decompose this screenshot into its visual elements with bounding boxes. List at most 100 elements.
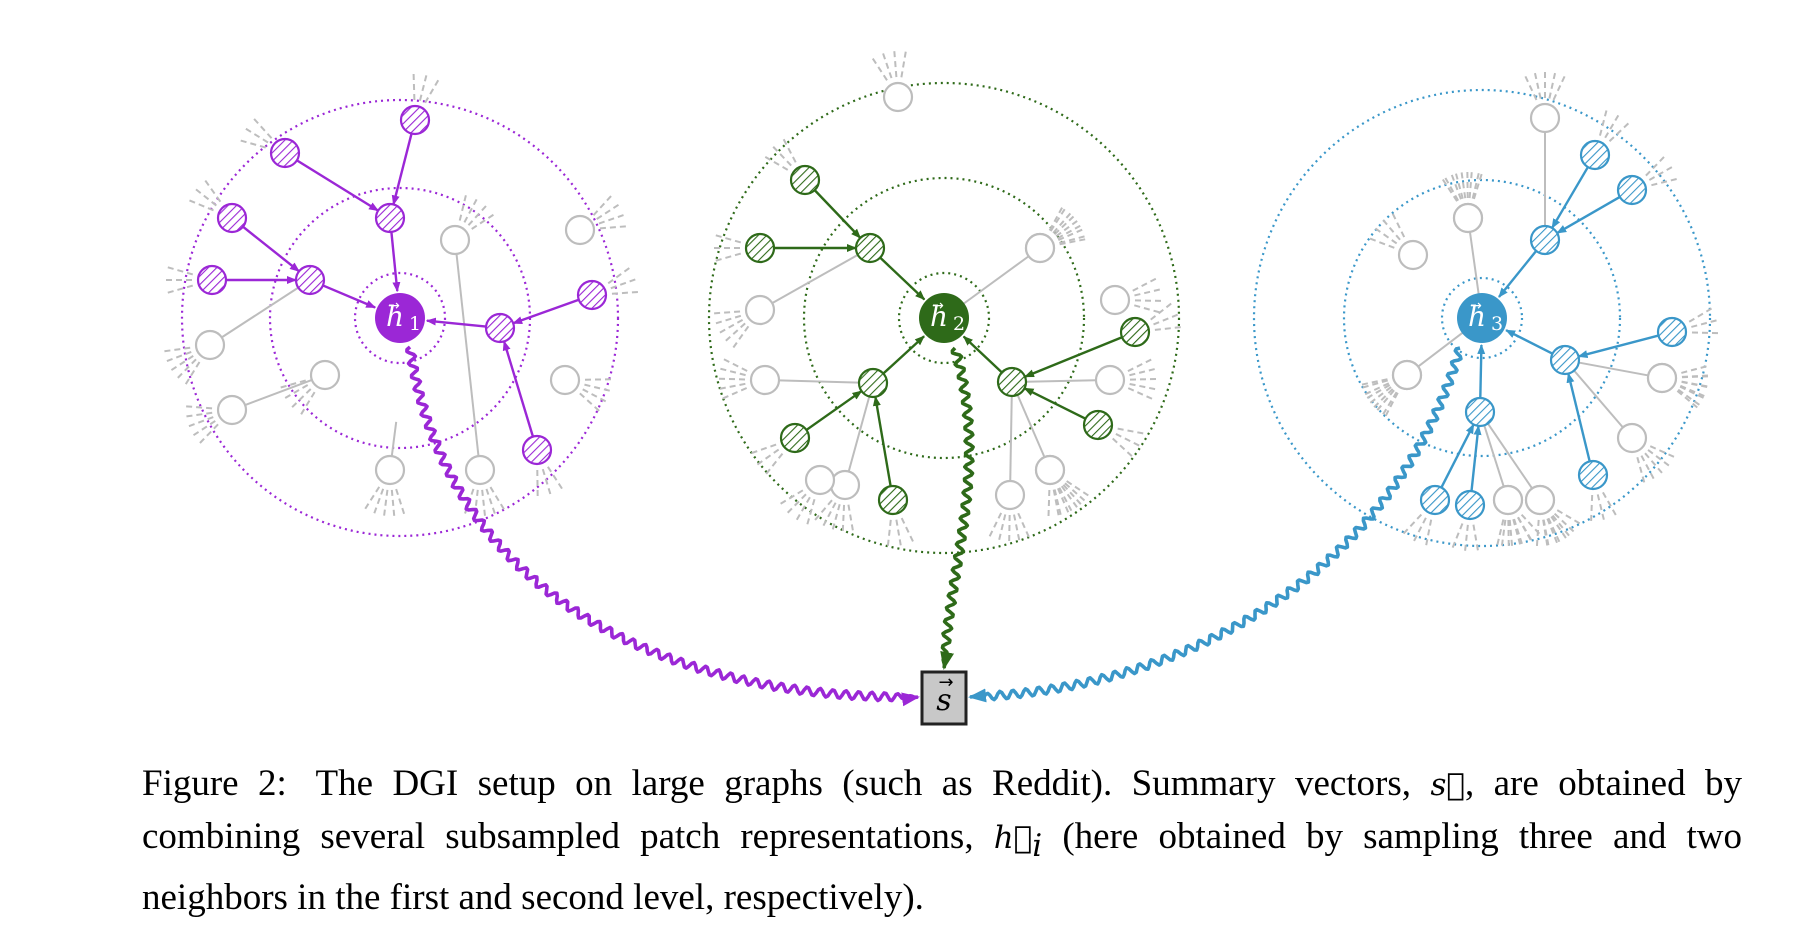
neighbor-stub [715,318,744,336]
sampling-ring [1440,276,1524,360]
patch-node-h3 [1457,293,1507,343]
patch-node-label: h [386,300,404,333]
neighbor-stub [1602,491,1619,519]
patch-subscript: i [1032,828,1043,865]
neighbor-stub [281,384,309,401]
sampled-node [996,366,1028,398]
neighbor-stub [1604,111,1622,139]
neighbor-stub [730,325,750,352]
sampling-ring [353,271,447,365]
neighbor-stub [869,54,888,81]
sampled-node [269,137,301,169]
neighbor-stub [1370,388,1394,411]
neighbor-stub [714,377,746,381]
neighbor-stub [900,517,916,546]
sampled-node [1464,396,1496,428]
neighbor-stub [298,391,316,419]
sampled-node [857,367,889,399]
sampled-node [576,279,608,311]
patch-node-subscript: 3 [1491,313,1503,335]
neighbor-stub [599,225,630,230]
neighbor-stub [1677,388,1704,409]
gray-edge [455,253,480,457]
gray-edge [771,254,859,304]
neighbor-stub [1546,518,1560,547]
neighbor-stub [780,135,797,163]
caption-text-2: , are obtained by combining several subs… [142,763,1742,857]
neighbor-stub [1361,382,1390,397]
neighbor-stub [202,176,222,203]
summary-symbol: s⃗ [1430,767,1465,803]
neighbor-stub [182,361,201,389]
neighbor-stub [784,493,807,517]
neighbor-stub [1057,487,1071,517]
neighbor-stub [1533,68,1542,99]
neighbor-stub [1691,318,1721,328]
unsampled-node [464,454,496,486]
neighbor-stub [1062,484,1085,508]
neighbor-stub [769,143,792,167]
neighbor-stub [1057,227,1087,241]
neighbor-stub [1357,378,1388,387]
gray-edge [1487,423,1533,489]
neighbor-stub [1059,237,1090,246]
unsampled-node [744,294,776,326]
sampled-edge [1577,334,1659,359]
neighbor-stub [1442,173,1460,202]
sampled-edge [502,340,535,437]
neighbor-stub [987,512,1003,541]
neighbor-stub [1013,514,1022,545]
neighbor-stub [1681,364,1711,374]
neighbor-stub [1129,377,1161,381]
gray-edge [244,378,313,407]
neighbor-stub [1647,449,1673,469]
unsampled-node [564,214,596,246]
neighbor-stub [1599,106,1609,136]
sampled-edge [879,256,926,301]
neighbor-stub [481,489,487,520]
neighbor-stub [1463,524,1469,555]
sampled-edge [1470,424,1482,492]
neighbor-stub [607,264,634,285]
neighbor-stub [711,233,742,244]
neighbor-stub [711,314,742,326]
sampled-node [294,264,326,296]
sampled-node [1119,316,1151,348]
neighbor-stub [163,284,194,295]
neighbor-stub [820,502,837,530]
neighbor-stub [1411,517,1427,545]
sampled-edge [1440,423,1475,489]
unsampled-edges [221,132,1649,489]
neighbor-stub [1596,494,1606,524]
neighbor-stub [886,519,892,550]
neighbor-stub [582,388,610,405]
neighbor-stub [547,466,566,493]
neighbor-stub [1542,519,1551,550]
neighbor-stub [892,47,898,78]
neighbor-stub [467,202,490,226]
summary-label: s [936,683,951,718]
sampled-node [521,434,553,466]
neighbor-stub [458,191,468,221]
neighbor-stub [390,489,396,520]
gray-edge [778,379,860,384]
sampled-edge [872,395,892,487]
sampled-node [1419,484,1451,516]
neighbor-stub [424,76,442,104]
unsampled-node [1099,284,1131,316]
dgi-figure: h 1→ h 2→ h 3→ s → [160,47,1723,726]
neighbor-stub [1450,523,1464,552]
neighbor-stub [1640,455,1657,483]
neighbor-stub [716,366,746,377]
sampling-ring [1252,88,1712,548]
neighbor-stub [1129,367,1159,377]
neighbor-stub [1460,168,1467,199]
neighbor-stub [1453,169,1464,199]
unsampled-node [1094,364,1126,396]
patch-node-h2 [919,293,969,343]
gray-edge [1468,231,1482,305]
sampled-edge [1566,372,1591,462]
neighbor-stub [1535,519,1540,550]
sampled-edge [322,284,377,309]
neighbor-stub [584,383,614,393]
